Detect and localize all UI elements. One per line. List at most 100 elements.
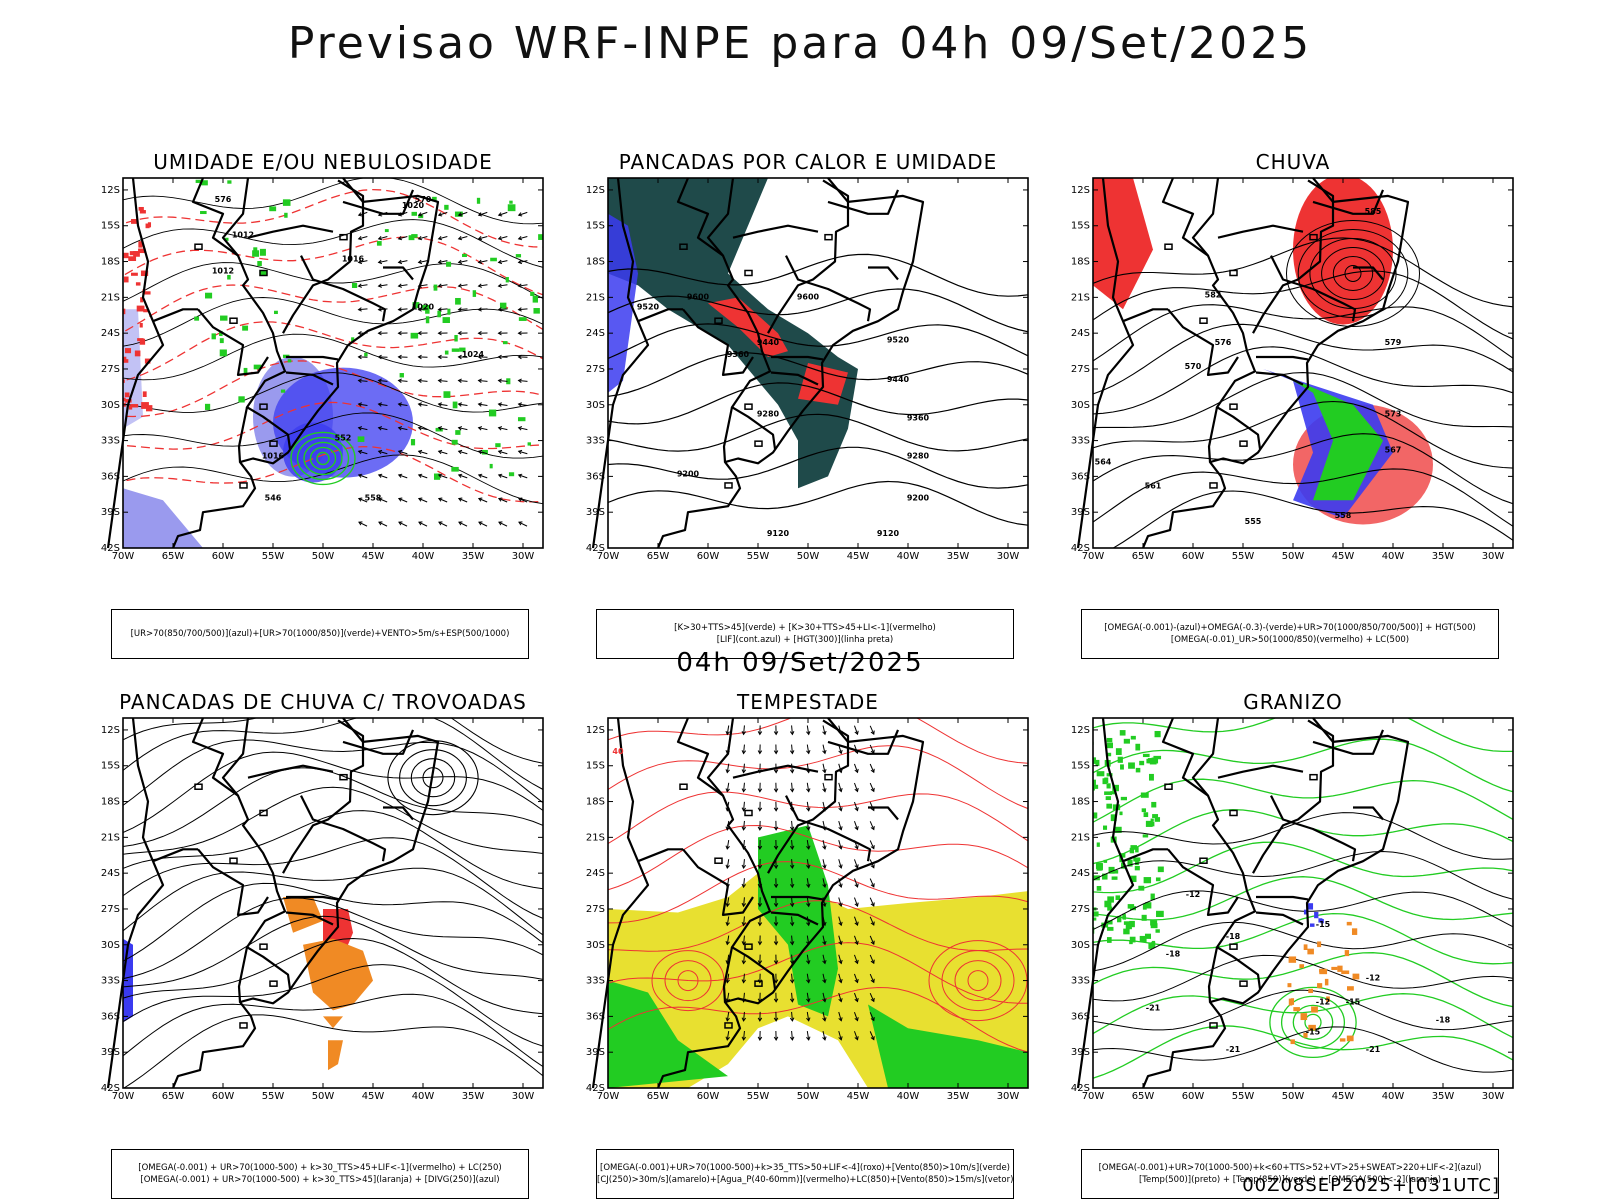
- lake-shape: [229, 857, 238, 864]
- humidity-contour-mark: [384, 229, 389, 233]
- wind-vector: [853, 1011, 859, 1021]
- lat-label: 18S: [1071, 257, 1090, 268]
- wind-vector: [757, 731, 763, 736]
- wind-vector: [838, 959, 843, 965]
- wind-vector: [478, 498, 488, 503]
- wind-vector: [854, 883, 859, 888]
- wind-vector: [789, 1036, 795, 1041]
- lat-label: 33S: [1071, 976, 1090, 987]
- height-contour: [608, 446, 1028, 489]
- plot-frame: [607, 717, 1029, 1089]
- wind-vector: [757, 826, 763, 831]
- lon-label: 70W: [1082, 551, 1105, 562]
- temp850-contour-mark: [1130, 735, 1136, 740]
- wind-vector: [853, 1031, 859, 1040]
- thickness-contour-mark: [142, 391, 147, 397]
- wind-vector: [822, 902, 827, 908]
- thickness-contour-mark: [134, 350, 141, 357]
- lat-label: 33S: [586, 976, 605, 987]
- wind-vector: [498, 308, 508, 311]
- wind-vector: [438, 403, 448, 406]
- wind-vector: [477, 497, 483, 502]
- state-border: [197, 308, 269, 376]
- state-border: [1167, 848, 1239, 916]
- lake-shape: [1239, 980, 1248, 987]
- lat-label: 21S: [1071, 292, 1090, 303]
- state-border: [732, 224, 819, 239]
- lat-label: 30S: [101, 400, 120, 411]
- wind-vector: [806, 839, 810, 850]
- thickness-contour-mark: [143, 309, 149, 313]
- wind-vector: [854, 940, 859, 946]
- thunder-fill: [303, 938, 373, 1011]
- lat-label: 36S: [586, 471, 605, 482]
- wind-vector: [789, 922, 795, 927]
- wind-vector: [822, 1011, 826, 1021]
- wind-vector: [497, 497, 503, 502]
- panel-tempestade: TEMPESTADE 40 12S 15S 18S 21S 24S 27S 30S 33S 36S…: [578, 690, 1068, 1199]
- wind-vector: [477, 449, 483, 455]
- pressure-contour: [123, 372, 543, 413]
- panel-granizo: GRANIZO -12 -15 -18 -18 -12 -15 -21 -21 -18 -21 -1…: [1063, 690, 1553, 1199]
- state-border: [771, 355, 824, 361]
- lat-label: 42S: [586, 1083, 605, 1094]
- height-contour: [1093, 468, 1513, 527]
- wind-vector: [789, 788, 795, 793]
- thickness-contour: [123, 401, 543, 450]
- wind-vector: [854, 845, 859, 850]
- lake-shape: [744, 403, 753, 410]
- contour-label: 1020: [402, 201, 425, 210]
- wind-vector: [773, 883, 779, 889]
- wind-vector: [743, 1011, 745, 1021]
- wind-vector: [791, 973, 793, 983]
- lat-label: 27S: [586, 364, 605, 375]
- wind-vector: [822, 973, 826, 983]
- wind-vector: [518, 379, 528, 382]
- temp850-contour-mark: [1111, 876, 1118, 880]
- wind-vector: [743, 820, 745, 830]
- map-granizo: -12-15-18-18-12-15-21-21-18-21-12-1512S1…: [1071, 717, 1514, 1102]
- wind-vector: [869, 916, 875, 926]
- temp850-contour-mark: [1114, 826, 1122, 833]
- contour-label: 9280: [907, 451, 930, 460]
- wind-vector: [518, 260, 528, 263]
- wind-vector: [418, 403, 428, 406]
- humidity-contour-mark: [412, 302, 420, 309]
- thickness-contour-mark: [131, 219, 139, 224]
- state-border: [827, 729, 900, 755]
- lat-label: 42S: [101, 1083, 120, 1094]
- wind-vector: [791, 725, 793, 735]
- main-title: Previsao WRF-INPE para 04h 09/Set/2025: [287, 18, 1313, 69]
- wind-vector: [498, 379, 508, 382]
- contour-label: 9520: [887, 336, 910, 345]
- state-border: [237, 946, 249, 1003]
- thickness-contour-mark: [123, 359, 129, 363]
- wind-vector: [822, 730, 827, 736]
- temp850-contour-mark: [1143, 812, 1149, 818]
- wind-vector: [498, 211, 508, 216]
- wind-vector: [854, 768, 859, 774]
- wind-vector: [789, 750, 795, 755]
- temp850-contour-mark: [1135, 767, 1141, 773]
- lon-label: 30W: [1482, 551, 1505, 562]
- wind-vector: [417, 212, 423, 217]
- state-border: [770, 911, 819, 926]
- instability-mark: [1310, 923, 1315, 927]
- humidity-contour-mark: [499, 302, 507, 309]
- wind-vector: [773, 1036, 779, 1041]
- humidity-contour-mark: [200, 211, 207, 215]
- contour-label: 552: [335, 434, 352, 443]
- wind-vector: [477, 473, 483, 478]
- lake-shape: [269, 440, 278, 447]
- wind-vector: [838, 820, 842, 830]
- humidity-contour-mark: [459, 347, 466, 352]
- heat-humidity-fill: [608, 178, 858, 489]
- temp850-contour-mark: [1093, 875, 1100, 881]
- lat-label: 33S: [586, 436, 605, 447]
- thickness-contour-mark: [123, 276, 129, 283]
- wind-vector: [518, 427, 528, 431]
- contour-label: 9200: [907, 493, 930, 502]
- height-contour: [1321, 246, 1385, 300]
- temp500-contour: [1093, 921, 1513, 972]
